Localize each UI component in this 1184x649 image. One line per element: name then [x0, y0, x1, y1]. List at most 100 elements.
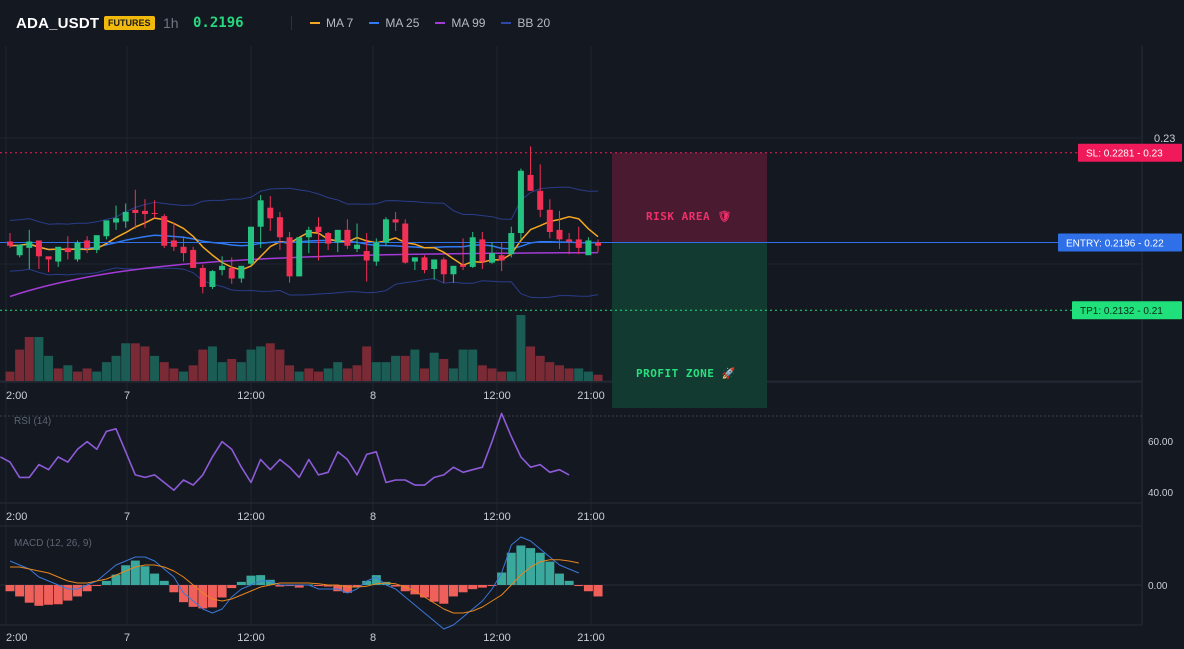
volume-bar [391, 355, 401, 381]
candle-body [363, 251, 370, 261]
candle [103, 220, 110, 240]
ma99-line [9, 251, 599, 298]
ma25-line [9, 234, 598, 251]
candle-body [55, 246, 62, 262]
candle [151, 200, 158, 219]
volume-bar [410, 349, 420, 381]
candle-body [411, 257, 418, 262]
rsi-time-tick-label: 12:00 [483, 511, 511, 523]
macd-histogram-bar [410, 585, 420, 595]
macd-histogram-bar [506, 552, 516, 585]
profit-zone [612, 242, 767, 408]
volume-bar [92, 371, 102, 381]
candle-body [489, 253, 495, 263]
macd-histogram-bar [342, 585, 352, 593]
legend-ma7[interactable]: MA 7 [310, 16, 353, 30]
candle [325, 231, 332, 250]
candle [257, 195, 264, 248]
volume-bar [439, 359, 449, 381]
macd-histogram-bar [400, 585, 410, 592]
candle-body [84, 240, 91, 248]
macd-histogram-bar [82, 585, 92, 592]
candle [373, 238, 380, 266]
volume-bar [516, 315, 526, 381]
candle-body [199, 267, 206, 287]
legend-ma25[interactable]: MA 25 [369, 16, 419, 30]
volume-bar [275, 349, 285, 381]
level-tag-bg [1078, 143, 1182, 162]
candle-body [344, 229, 351, 246]
legend-ma99[interactable]: MA 99 [435, 16, 485, 30]
macd-histogram-bar [63, 585, 73, 601]
candle [537, 164, 544, 218]
grid-lines [0, 46, 1143, 626]
macd-histogram-bar [516, 545, 526, 585]
volume-bar [342, 368, 352, 381]
candle-body [566, 239, 573, 242]
candle-body [595, 242, 602, 246]
volume-bar [583, 371, 593, 381]
candle [180, 236, 187, 262]
candle [267, 196, 274, 231]
macd-histogram-bar [439, 585, 449, 604]
macd-histogram-bar [458, 585, 468, 593]
candle [595, 239, 602, 253]
macd-histogram-bar [101, 580, 111, 585]
volume-bar [362, 346, 372, 381]
macd-histogram-bar [583, 585, 593, 592]
candle-body [180, 246, 187, 254]
volume-bar [535, 355, 545, 381]
candle [219, 256, 226, 276]
candle [190, 246, 197, 268]
macd-histogram-bar [159, 580, 169, 585]
volume-bar [159, 362, 169, 381]
candle [460, 238, 467, 271]
rsi-tick-label: 60.00 [1148, 437, 1173, 448]
candle [296, 237, 303, 277]
macd-histogram-bar [198, 585, 208, 609]
candle [132, 189, 139, 229]
candle [305, 226, 312, 254]
volume-bar [101, 362, 111, 381]
volume-bar [333, 362, 343, 381]
candle [469, 231, 476, 268]
candle-body [161, 216, 168, 246]
macd-histogram-bar [44, 585, 54, 605]
candle-body [460, 264, 467, 267]
candle-body [276, 217, 283, 238]
candle-body [527, 174, 534, 191]
macd-histogram-bar [574, 585, 584, 587]
candle-body [315, 226, 322, 232]
volume-bar [82, 368, 92, 381]
candle-body [421, 257, 428, 271]
macd-histogram-bar [121, 565, 131, 585]
macd-histogram-bar [227, 585, 237, 589]
macd-histogram-bar [246, 575, 256, 585]
symbol-name[interactable]: ADA_USDT [16, 14, 100, 32]
candle [35, 240, 42, 269]
macd-histogram-bar [256, 575, 266, 585]
volume-bar [121, 343, 131, 381]
candle-body [517, 170, 524, 234]
volume-bar [526, 346, 536, 381]
candle [392, 211, 399, 231]
macd-histogram-bar [420, 585, 430, 598]
candle-body [382, 219, 389, 243]
rsi-tick-label: 40.00 [1148, 488, 1173, 499]
legend-bb20[interactable]: BB 20 [501, 16, 550, 30]
timeframe-selector[interactable]: 1h [163, 15, 179, 31]
candle-body [479, 239, 486, 262]
candle [276, 211, 283, 250]
volume-bar [111, 355, 121, 381]
time-tick-label: 8 [370, 390, 376, 402]
volume-bar [217, 362, 227, 381]
candle [527, 146, 534, 191]
volume-bar [72, 371, 82, 381]
macd-histogram-bar [362, 580, 372, 585]
volume-bar [487, 368, 497, 381]
candle [141, 199, 148, 228]
volume-bar [150, 355, 160, 381]
rsi-time-tick-label: 12:00 [237, 511, 265, 523]
macd-time-tick-label: 2:00 [6, 632, 27, 644]
